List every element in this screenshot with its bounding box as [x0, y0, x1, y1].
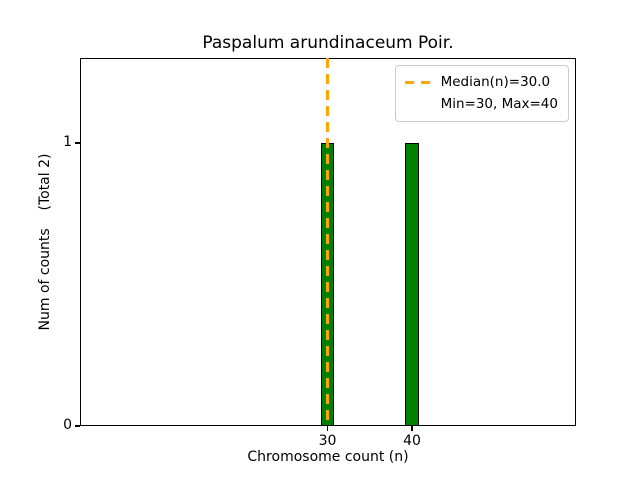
x-tick-mark	[326, 426, 329, 431]
x-tick-label: 30	[318, 433, 337, 449]
x-axis-label: Chromosome count (n)	[247, 449, 409, 465]
histogram-bar	[405, 142, 419, 426]
y-tick-mark	[75, 142, 80, 144]
legend: Median(n)=30.0 Min=30, Max=40	[394, 65, 569, 122]
legend-sample-spacer	[405, 103, 432, 106]
legend-entry-median: Median(n)=30.0	[404, 73, 558, 92]
median-line	[326, 58, 330, 426]
y-tick-mark	[75, 425, 80, 427]
y-tick-label: 0	[63, 417, 72, 433]
legend-entry-minmax: Min=30, Max=40	[405, 95, 558, 114]
chart-title: Paspalum arundinaceum Poir.	[202, 33, 454, 53]
legend-label-median: Median(n)=30.0	[440, 74, 551, 90]
x-tick-mark	[411, 426, 413, 431]
y-axis-label: Num of counts (Total 2)	[37, 153, 53, 331]
x-tick-label: 40	[403, 433, 421, 449]
dashed-line-sample-icon	[404, 81, 432, 84]
y-tick-label: 1	[63, 133, 72, 150]
legend-label-minmax: Min=30, Max=40	[440, 96, 558, 112]
